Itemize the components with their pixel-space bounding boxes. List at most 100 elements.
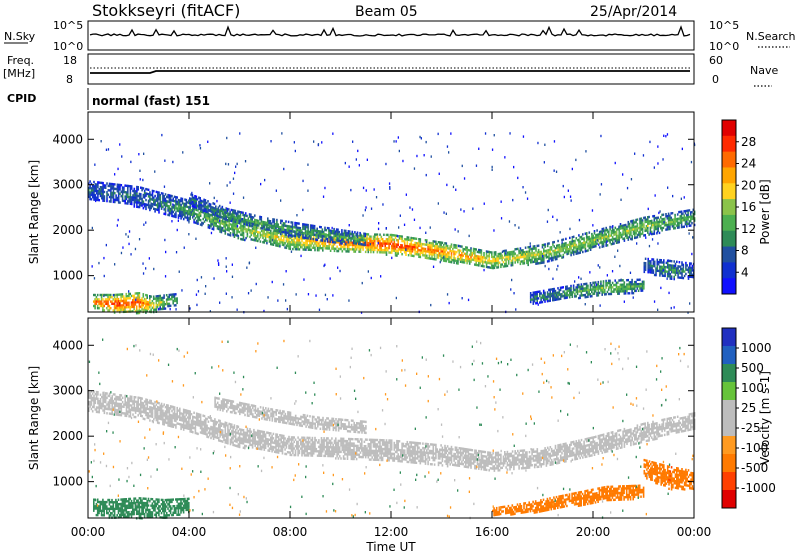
- heatmap-cell: [115, 304, 117, 308]
- heatmap-cell: [575, 243, 578, 247]
- heatmap-cell: [179, 199, 181, 202]
- heatmap-cell: [431, 257, 433, 260]
- heatmap-cell: [273, 230, 276, 234]
- heatmap-cell: [320, 239, 322, 242]
- heatmap-cell: [591, 235, 593, 238]
- heatmap-cell: [424, 250, 427, 253]
- heatmap-cell: [198, 207, 200, 210]
- heatmap-cell: [630, 287, 632, 291]
- heatmap-cell: [370, 207, 373, 210]
- heatmap-cell: [312, 231, 315, 234]
- heatmap-cell: [470, 260, 472, 263]
- heatmap-cell: [398, 237, 401, 240]
- heatmap-cell: [416, 246, 419, 249]
- heatmap-cell: [549, 299, 551, 302]
- heatmap-cell: [186, 205, 189, 209]
- heatmap-cell: [102, 396, 104, 399]
- heatmap-cell: [249, 231, 251, 234]
- heatmap-cell: [429, 246, 432, 249]
- heatmap-cell: [441, 248, 444, 251]
- heatmap-cell: [388, 240, 390, 243]
- heatmap-cell: [319, 234, 321, 237]
- heatmap-cell: [442, 248, 445, 251]
- heatmap-cell: [361, 238, 364, 242]
- heatmap-cell: [440, 252, 442, 255]
- heatmap-cell: [89, 401, 91, 404]
- heatmap-cell: [689, 213, 692, 216]
- heatmap-cell: [337, 230, 339, 234]
- heatmap-cell: [591, 290, 593, 293]
- heatmap-cell: [282, 228, 285, 232]
- heatmap-cell: [231, 213, 234, 216]
- heatmap-cell: [681, 147, 683, 151]
- heatmap-cell: [420, 249, 423, 252]
- heatmap-cell: [592, 243, 594, 246]
- heatmap-cell: [576, 247, 579, 251]
- heatmap-cell: [117, 199, 120, 202]
- heatmap-cell: [561, 247, 563, 250]
- heatmap-cell: [119, 304, 121, 307]
- heatmap-cell: [650, 224, 653, 227]
- heatmap-cell: [318, 246, 320, 250]
- heatmap-cell: [270, 224, 273, 227]
- heatmap-cell: [572, 251, 575, 254]
- heatmap-cell: [128, 195, 130, 199]
- heatmap-cell: [216, 227, 219, 230]
- heatmap-cell: [674, 273, 677, 277]
- heatmap-cell: [450, 258, 453, 262]
- heatmap-cell: [465, 257, 467, 260]
- heatmap-cell: [630, 220, 632, 223]
- heatmap-cell: [427, 250, 429, 253]
- heatmap-cell: [302, 225, 304, 228]
- heatmap-cell: [357, 241, 359, 245]
- heatmap-cell: [532, 295, 535, 299]
- heatmap-cell: [677, 269, 679, 272]
- heatmap-cell: [276, 242, 279, 245]
- heatmap-cell: [374, 237, 376, 241]
- heatmap-cell: [246, 232, 249, 236]
- heatmap-cell: [115, 196, 117, 199]
- heatmap-cell: [670, 271, 673, 274]
- heatmap-cell: [418, 255, 420, 258]
- heatmap-cell: [379, 240, 381, 243]
- heatmap-cell: [466, 255, 468, 258]
- heatmap-cell: [566, 244, 568, 247]
- heatmap-cell: [407, 247, 410, 250]
- heatmap-cell: [169, 212, 172, 215]
- heatmap-cell: [141, 200, 143, 203]
- heatmap-cell: [306, 223, 308, 227]
- heatmap-cell: [184, 198, 186, 201]
- heatmap-cell: [251, 224, 253, 228]
- heatmap-cell: [552, 256, 554, 259]
- heatmap-cell: [329, 240, 331, 243]
- heatmap-cell: [481, 260, 484, 263]
- heatmap-cell: [133, 307, 135, 311]
- heatmap-cell: [537, 141, 539, 145]
- heatmap-cell: [611, 281, 614, 285]
- heatmap-cell: [449, 247, 451, 250]
- heatmap-cell: [568, 287, 571, 290]
- heatmap-cell: [218, 209, 221, 212]
- heatmap-cell: [325, 247, 328, 250]
- heatmap-cell: [106, 197, 108, 201]
- heatmap-cell: [137, 296, 139, 299]
- heatmap-cell: [529, 292, 532, 295]
- heatmap-cell: [496, 255, 498, 258]
- heatmap-cell: [332, 232, 334, 235]
- heatmap-cell: [345, 250, 347, 253]
- heatmap-cell: [598, 287, 601, 290]
- heatmap-cell: [294, 224, 296, 227]
- heatmap-cell: [691, 264, 694, 268]
- heatmap-cell: [245, 228, 247, 231]
- heatmap-cell: [580, 244, 583, 247]
- heatmap-cell: [627, 278, 629, 282]
- heatmap-cell: [535, 295, 537, 298]
- heatmap-cell: [450, 254, 453, 257]
- heatmap-cell: [507, 251, 510, 254]
- heatmap-cell: [685, 266, 687, 269]
- heatmap-cell: [133, 205, 136, 208]
- heatmap-cell: [311, 242, 314, 245]
- heatmap-cell: [235, 214, 238, 217]
- heatmap-cell: [385, 253, 388, 256]
- heatmap-cell: [692, 236, 694, 239]
